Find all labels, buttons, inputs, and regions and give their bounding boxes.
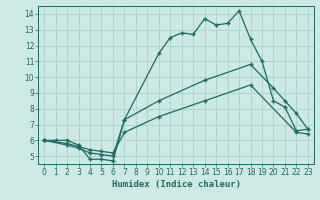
X-axis label: Humidex (Indice chaleur): Humidex (Indice chaleur) bbox=[111, 180, 241, 189]
